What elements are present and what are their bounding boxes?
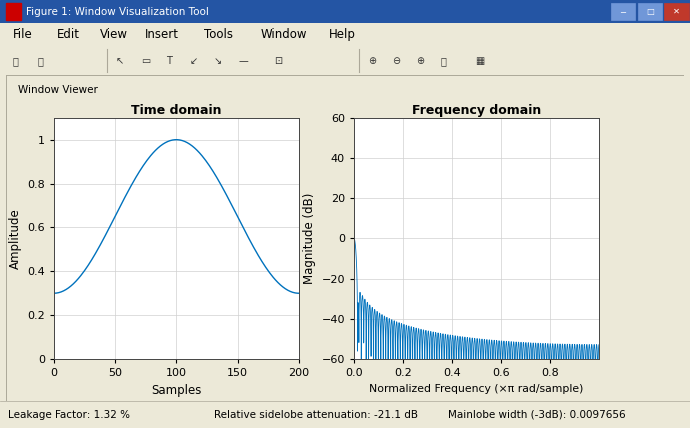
Bar [611,3,635,20]
Text: 🗋: 🗋 [38,56,44,66]
Bar [664,3,689,20]
Text: ⊡: ⊡ [275,56,283,66]
Text: ✕: ✕ [673,7,680,16]
Text: ↙: ↙ [190,56,198,66]
Text: View: View [100,28,128,41]
X-axis label: Samples: Samples [151,383,201,397]
Text: File: File [12,28,32,41]
Title: Time domain: Time domain [131,104,221,116]
Text: □: □ [646,7,654,16]
Text: Window Viewer: Window Viewer [18,85,97,95]
Text: Window: Window [260,28,306,41]
Text: ⊕: ⊕ [416,56,424,66]
Text: ─: ─ [620,7,626,16]
Text: ↘: ↘ [214,56,222,66]
Text: Mainlobe width (-3dB): 0.0097656: Mainlobe width (-3dB): 0.0097656 [448,410,626,420]
Text: ⊖: ⊖ [392,56,400,66]
Y-axis label: Magnitude (dB): Magnitude (dB) [303,193,316,284]
Text: T: T [166,56,172,66]
Text: ⎙: ⎙ [12,56,19,66]
Text: Leakage Factor: 1.32 %: Leakage Factor: 1.32 % [8,410,130,420]
Bar [6,3,21,20]
Text: ▭: ▭ [141,56,150,66]
Text: Insert: Insert [145,28,179,41]
Text: Figure 1: Window Visualization Tool: Figure 1: Window Visualization Tool [26,6,208,17]
Text: Relative sidelobe attenuation: -21.1 dB: Relative sidelobe attenuation: -21.1 dB [214,410,418,420]
Text: ⤢: ⤢ [440,56,446,66]
Title: Frequency domain: Frequency domain [412,104,541,116]
Text: ▦: ▦ [475,56,484,66]
Bar [638,3,662,20]
Text: —: — [238,56,248,66]
Text: Help: Help [329,28,356,41]
Text: ⊕: ⊕ [368,56,376,66]
Y-axis label: Amplitude: Amplitude [8,208,21,269]
X-axis label: Normalized Frequency (×π rad/sample): Normalized Frequency (×π rad/sample) [369,383,584,394]
Text: Tools: Tools [204,28,233,41]
Text: Edit: Edit [57,28,80,41]
Text: ↖: ↖ [116,56,124,66]
